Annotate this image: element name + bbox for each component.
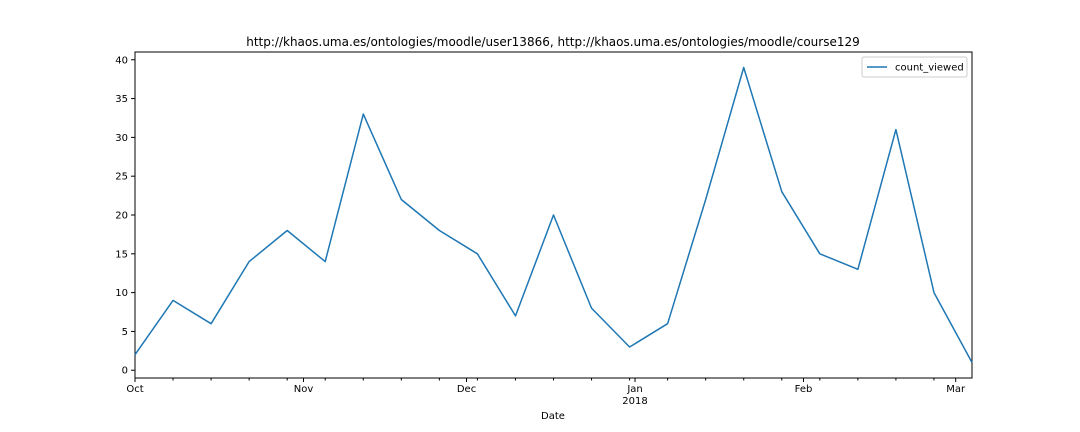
y-tick-label: 40 [115, 55, 128, 66]
x-tick-label: Nov [294, 384, 314, 395]
x-tick-label: Mar [946, 384, 966, 395]
legend-label: count_viewed [895, 63, 964, 74]
x-tick-label: Jan [626, 384, 642, 395]
series-layer [134, 66, 973, 363]
x-tick-label: Feb [795, 384, 813, 395]
x-axis-label: Date [541, 411, 565, 422]
x-tick-sublabel: 2018 [622, 396, 647, 407]
x-tick-label: Dec [457, 384, 476, 395]
x-tick-label: Oct [126, 384, 143, 395]
y-axis: 0 5 10 15 20 25 30 35 40 [115, 55, 135, 377]
y-tick-label: 5 [122, 327, 128, 338]
y-tick-label: 15 [115, 249, 128, 260]
y-tick-label: 20 [115, 211, 128, 222]
y-tick-label: 10 [115, 288, 128, 299]
legend: count_viewed [861, 56, 968, 78]
y-tick-label: 30 [115, 133, 128, 144]
legend-box [861, 56, 968, 78]
y-tick-label: 25 [115, 172, 128, 183]
series-line-count_viewed [134, 66, 973, 363]
chart-title: http://khaos.uma.es/ontologies/moodle/us… [246, 35, 860, 49]
y-tick-label: 35 [115, 94, 128, 105]
y-tick-label: 0 [122, 366, 128, 377]
